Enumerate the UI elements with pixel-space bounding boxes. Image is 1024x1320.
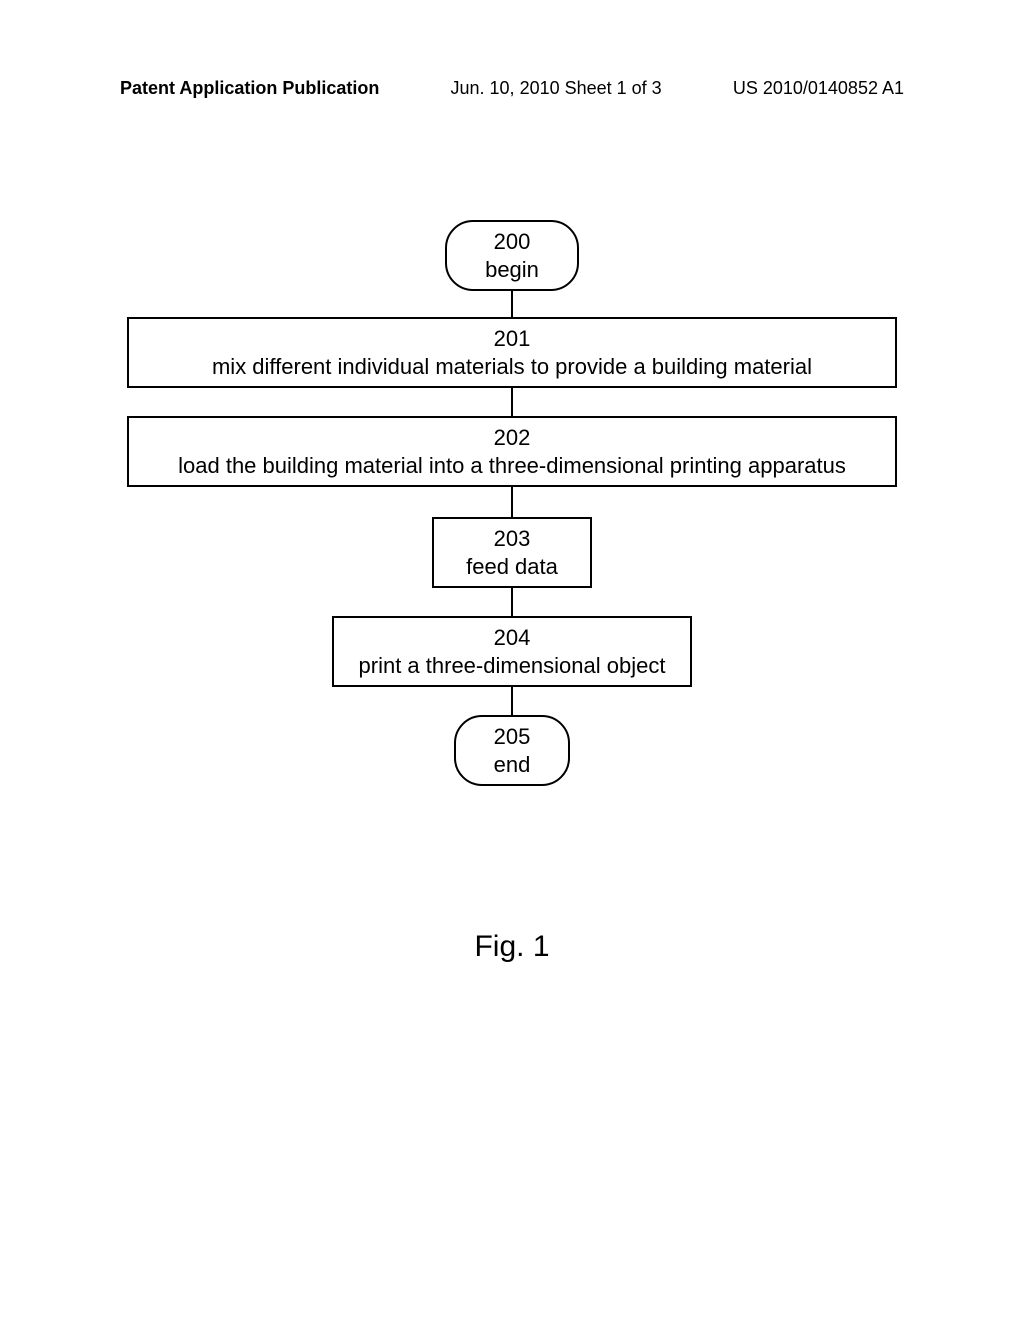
flow-node-feed-data: 203 feed data (432, 517, 592, 588)
flowchart: 200 begin 201 mix different individual m… (0, 220, 1024, 786)
node-number: 201 (147, 325, 877, 353)
figure-label: Fig. 1 (0, 930, 1024, 964)
flow-node-end: 205 end (454, 715, 571, 786)
node-number: 205 (494, 723, 531, 751)
node-number: 200 (485, 228, 539, 256)
flow-connector (511, 291, 514, 317)
page-header: Patent Application Publication Jun. 10, … (0, 78, 1024, 99)
node-number: 203 (452, 525, 572, 553)
node-label: load the building material into a three-… (147, 452, 877, 480)
flow-node-load-material: 202 load the building material into a th… (127, 416, 897, 487)
header-center: Jun. 10, 2010 Sheet 1 of 3 (451, 78, 662, 99)
flow-node-print-object: 204 print a three-dimensional object (332, 616, 692, 687)
node-label: print a three-dimensional object (352, 652, 672, 680)
flow-connector (511, 687, 514, 715)
node-number: 202 (147, 424, 877, 452)
flow-node-begin: 200 begin (445, 220, 579, 291)
flow-connector (511, 487, 514, 517)
node-label: begin (485, 256, 539, 284)
flow-connector (511, 388, 514, 416)
node-label: end (494, 751, 531, 779)
node-label: feed data (452, 553, 572, 581)
header-right: US 2010/0140852 A1 (733, 78, 904, 99)
flow-connector (511, 588, 514, 616)
flow-node-mix-materials: 201 mix different individual materials t… (127, 317, 897, 388)
node-label: mix different individual materials to pr… (147, 353, 877, 381)
node-number: 204 (352, 624, 672, 652)
header-left: Patent Application Publication (120, 78, 379, 99)
